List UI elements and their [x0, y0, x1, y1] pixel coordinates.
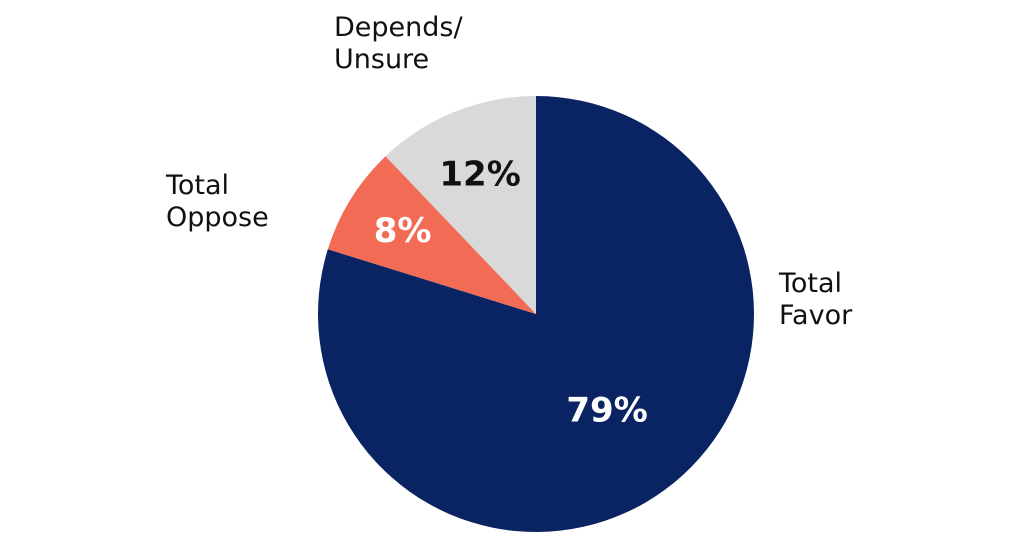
label-total-oppose: Total Oppose	[166, 170, 269, 234]
label-total-favor-line-2: Favor	[779, 300, 853, 331]
label-total-favor-line-1: Total	[779, 268, 843, 299]
label-depends-unsure: Depends/ Unsure	[334, 12, 463, 76]
pct-label-total-oppose: 8%	[374, 211, 432, 251]
label-depends-unsure-line-2: Unsure	[334, 44, 430, 75]
label-depends-unsure-line-1: Depends/	[334, 12, 463, 43]
label-total-favor: Total Favor	[779, 268, 852, 332]
pct-label-total-favor: 79%	[566, 391, 647, 431]
pct-label-depends-unsure: 12%	[439, 154, 520, 194]
slice-total-oppose	[327, 156, 536, 314]
label-total-oppose-line-1: Total	[166, 170, 230, 201]
label-total-oppose-line-2: Oppose	[166, 202, 269, 233]
slice-depends-unsure	[385, 96, 536, 314]
slice-total-favor	[318, 96, 754, 533]
